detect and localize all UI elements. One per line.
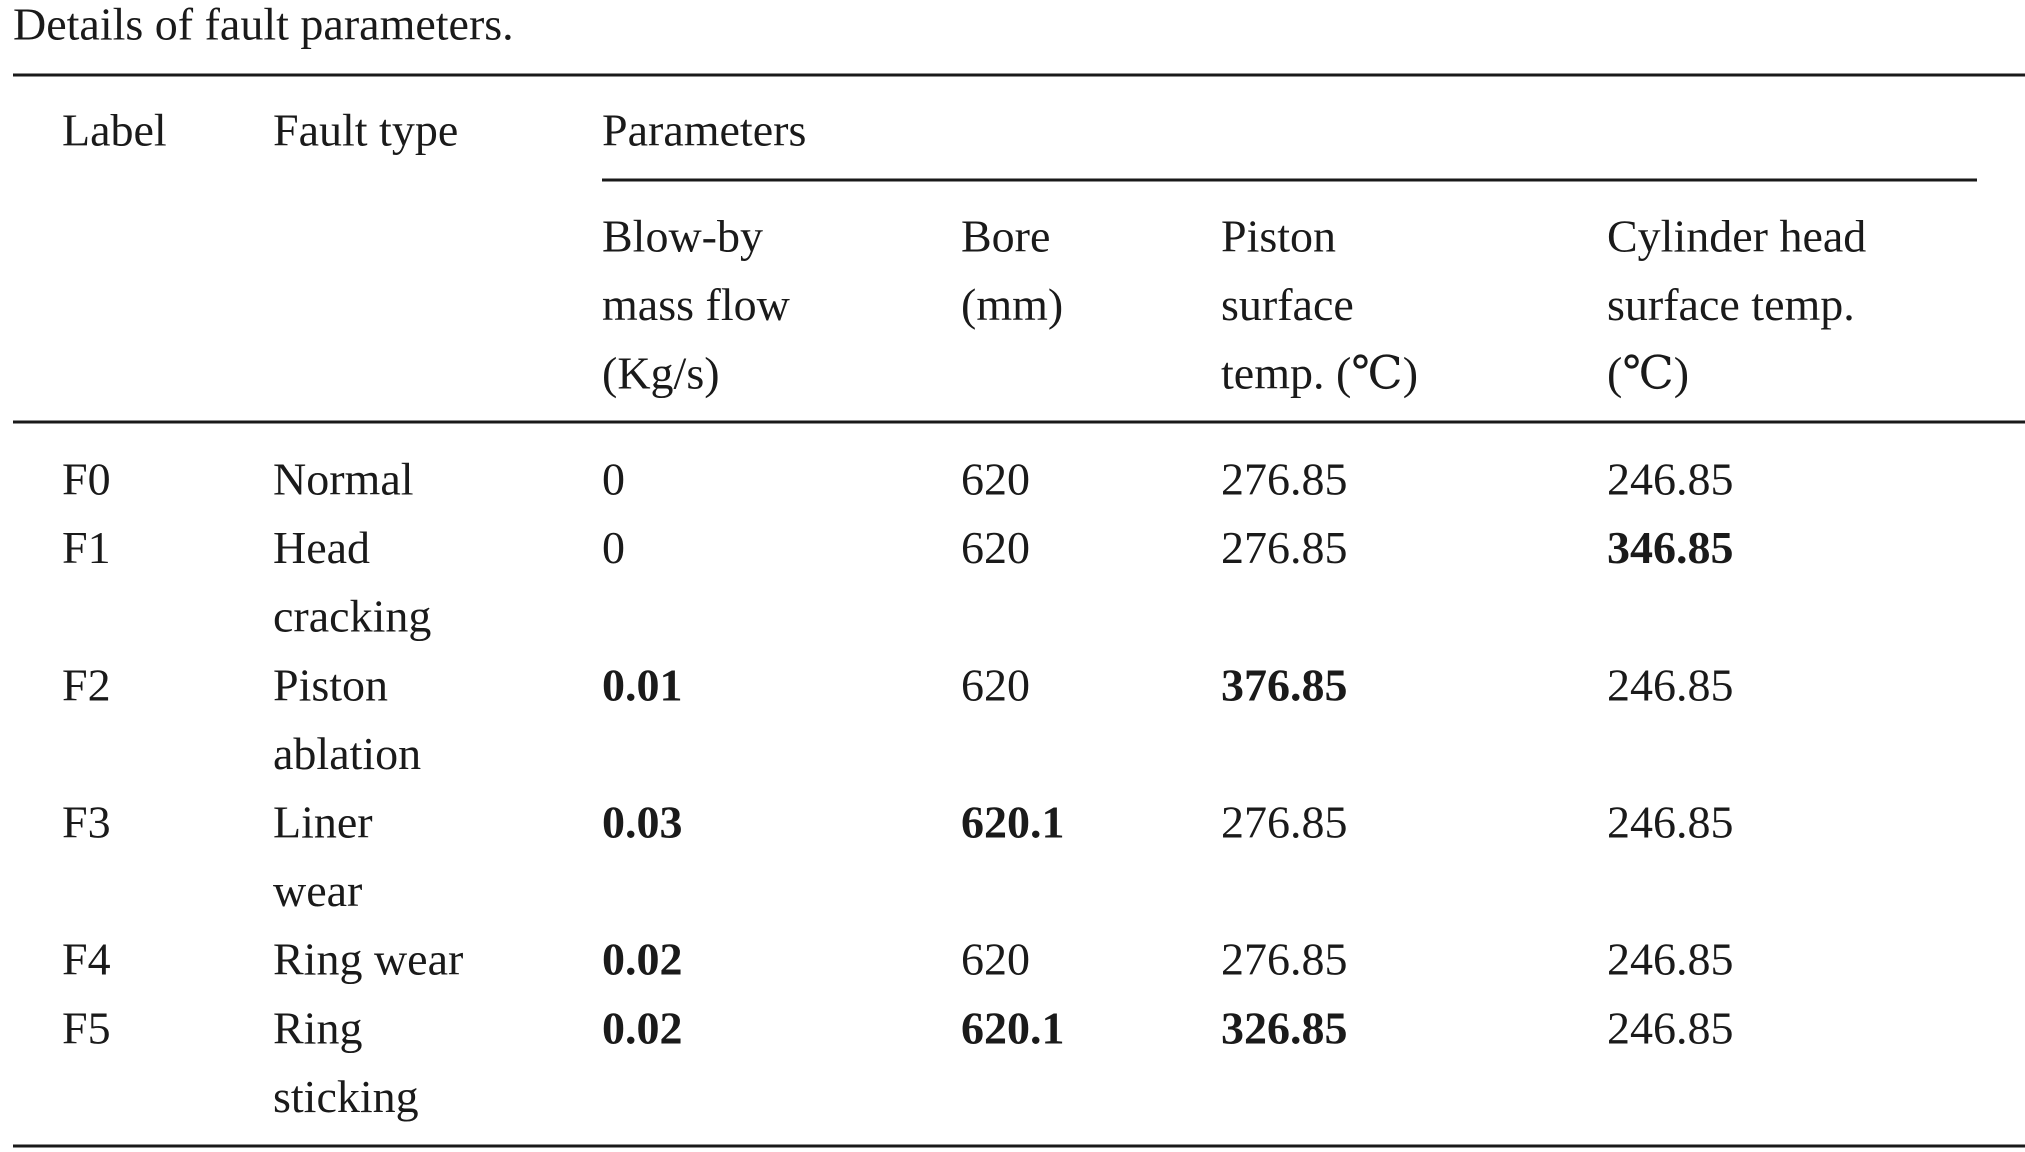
table-cell: F3 xyxy=(62,797,111,848)
header-cell: Fault type xyxy=(273,105,458,156)
header-cell: Bore xyxy=(961,211,1050,262)
header-cell: (℃) xyxy=(1607,348,1689,399)
table-cell: 246.85 xyxy=(1607,1002,1734,1053)
table-cell: Normal xyxy=(273,454,414,505)
table-cell: 620.1 xyxy=(961,1002,1065,1053)
table-cell: 0 xyxy=(602,454,625,505)
table-cell: 620.1 xyxy=(961,797,1065,848)
table-cell: 246.85 xyxy=(1607,797,1734,848)
table-cell: 276.85 xyxy=(1221,797,1348,848)
header-cell: Label xyxy=(62,105,167,156)
table-cell: 0 xyxy=(602,522,625,573)
table-cell: 620 xyxy=(961,522,1030,573)
table-cell: 276.85 xyxy=(1221,454,1348,505)
header-cell: (mm) xyxy=(961,279,1063,330)
table-cell: 246.85 xyxy=(1607,659,1734,710)
table-cell: sticking xyxy=(273,1071,419,1122)
table-cell: 0.03 xyxy=(602,797,683,848)
table-cell: 326.85 xyxy=(1221,1002,1348,1053)
table-cell: F0 xyxy=(62,454,111,505)
table-cell: 246.85 xyxy=(1607,454,1734,505)
table-cell: F1 xyxy=(62,522,111,573)
header-cell: mass flow xyxy=(602,279,791,330)
table-cell: Liner xyxy=(273,797,373,848)
table-cell: 276.85 xyxy=(1221,934,1348,985)
header-group: Parameters xyxy=(602,105,806,156)
table-cell: Ring xyxy=(273,1002,362,1053)
table-cell: Piston xyxy=(273,659,388,710)
header-cell: temp. (℃) xyxy=(1221,348,1418,399)
header-cell: surface xyxy=(1221,279,1354,330)
table-cell: 376.85 xyxy=(1221,659,1348,710)
table-cell: 0.02 xyxy=(602,934,683,985)
table-cell: 0.02 xyxy=(602,1002,683,1053)
table-cell: Head xyxy=(273,522,370,573)
header-cell: Cylinder head xyxy=(1607,211,1866,262)
table-cell: F5 xyxy=(62,1002,111,1053)
table-cell: 246.85 xyxy=(1607,934,1734,985)
table-cell: ablation xyxy=(273,728,421,779)
header-cell: Blow-by xyxy=(602,211,763,262)
table-cell: F4 xyxy=(62,934,111,985)
table-cell: F2 xyxy=(62,659,111,710)
header-cell: surface temp. xyxy=(1607,279,1855,330)
table-cell: cracking xyxy=(273,591,431,642)
table-cell: Ring wear xyxy=(273,934,463,985)
header-cell: Piston xyxy=(1221,211,1336,262)
table-cell: 276.85 xyxy=(1221,522,1348,573)
table-cell: 620 xyxy=(961,454,1030,505)
table-cell: 620 xyxy=(961,659,1030,710)
table-cell: 346.85 xyxy=(1607,522,1734,573)
table-caption: Details of fault parameters. xyxy=(13,0,514,50)
table-cell: 0.01 xyxy=(602,659,683,710)
header-cell: (Kg/s) xyxy=(602,348,720,399)
table-cell: wear xyxy=(273,865,362,916)
table-cell: 620 xyxy=(961,934,1030,985)
